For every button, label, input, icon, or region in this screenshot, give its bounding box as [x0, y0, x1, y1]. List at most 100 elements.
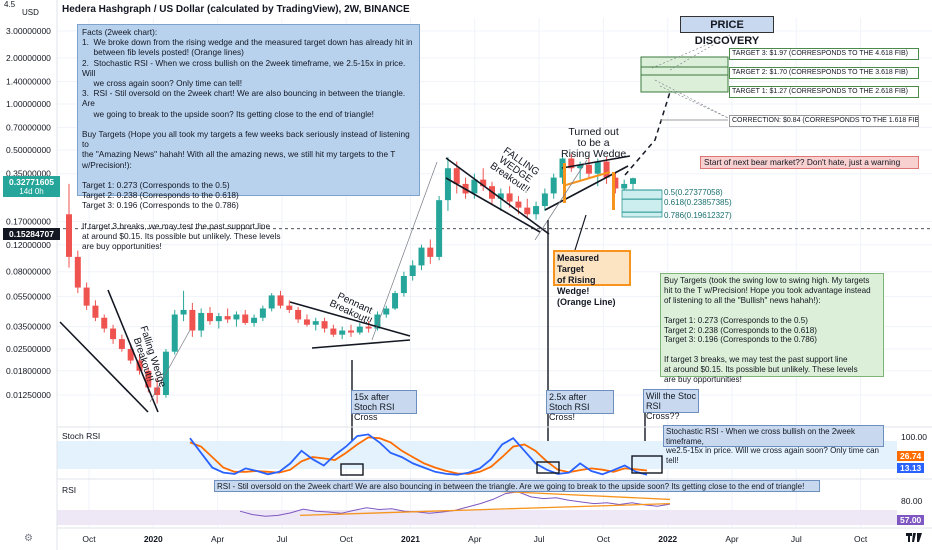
fan-line: [659, 85, 729, 119]
wedge-2021-lower: [445, 177, 541, 233]
gear-icon[interactable]: ⚙: [24, 533, 33, 544]
price-tick-label: 0.01800000: [6, 366, 51, 376]
arrow-wedge2019: [149, 329, 191, 403]
candle-body: [594, 161, 601, 174]
candle-body: [339, 330, 346, 335]
candle-body: [180, 309, 187, 315]
stoch-note[interactable]: Stochastic RSI - When we cross bullish o…: [663, 425, 884, 465]
rsi-note[interactable]: RSI - Stil oversold on the 2week chart! …: [214, 480, 820, 492]
time-tick-label: 2021: [401, 534, 420, 544]
price-tick-label: 1.40000000: [6, 77, 51, 87]
rsi-pane-title: RSI: [62, 485, 77, 495]
candle-body: [224, 316, 231, 320]
candle-body: [268, 295, 275, 309]
pennant-upper: [289, 301, 411, 337]
candlestick-series: [66, 152, 636, 404]
fib-0618-label: 0.618(0.23857385): [664, 198, 732, 207]
current-price: 0.32771605: [9, 177, 54, 187]
time-tick-label: Oct: [340, 534, 354, 544]
cross-highlight-box: [536, 461, 560, 474]
time-tick-label: Apr: [211, 534, 224, 544]
price-tick-label: 0.50000000: [6, 145, 51, 155]
candle-body: [409, 265, 416, 276]
candle-body: [127, 348, 134, 361]
stoch-k-line: [189, 433, 648, 476]
stoch-d-value: 13.13: [897, 463, 925, 473]
candle-body: [295, 309, 302, 320]
cross-highlight-box: [340, 463, 364, 476]
bar-countdown: 14d 0h: [19, 187, 44, 196]
rsi-triangle-lower: [299, 502, 671, 517]
candle-body: [251, 317, 258, 323]
candle-body: [215, 316, 222, 322]
measured-target-note[interactable]: Measured Target of Rising Wedge! (Orange…: [553, 250, 631, 307]
candle-body: [207, 312, 213, 322]
y-top-label: 4.5: [4, 0, 16, 9]
cross-25x-label[interactable]: 2.5x after Stoch RSI Cross!: [546, 390, 614, 422]
fib-0786-label: 0.786(0.19612327): [664, 211, 732, 220]
buy-targets-note[interactable]: Buy Targets (took the swing low to swing…: [660, 273, 884, 384]
candle-body: [321, 321, 328, 329]
stoch-k-value: 26.74: [897, 451, 925, 461]
bear-market-note[interactable]: Start of next bear market?? Don't hate, …: [700, 156, 919, 169]
candle-body: [101, 317, 108, 329]
price-tick-label: 0.70000000: [6, 123, 51, 133]
candle-body: [480, 179, 487, 187]
turned-out-label[interactable]: Turned out to be a Rising Wedge: [561, 126, 627, 160]
candle-body: [577, 164, 584, 169]
candle-body: [118, 339, 125, 349]
candle-body: [585, 164, 592, 174]
candle-body: [630, 178, 636, 184]
candle-body: [550, 177, 557, 194]
stoch-pane-title: Stoch RSI: [62, 431, 101, 441]
candle-body: [374, 314, 381, 329]
price-tick-label: 0.01250000: [6, 390, 51, 400]
candle-body: [427, 247, 434, 257]
symbol-title[interactable]: Hedera Hashgraph / US Dollar (calculated…: [62, 4, 410, 15]
will-cross-label[interactable]: Will the Stoc RSI Cross??: [643, 389, 699, 421]
time-tick-label: Apr: [725, 534, 738, 544]
candle-body: [66, 214, 72, 257]
target-3-label[interactable]: TARGET 3: $1.97 (CORRESPONDS TO THE 4.61…: [729, 48, 919, 60]
candle-body: [515, 201, 522, 208]
target-1-label[interactable]: TARGET 1: $1.27 (CORRESPONDS TO THE 2.61…: [729, 86, 919, 98]
price-discovery-label[interactable]: PRICE DISCOVERY: [680, 16, 774, 47]
facts-note[interactable]: Facts (2week chart): 1. We broke down fr…: [77, 24, 420, 251]
time-axis: Oct 2020 Apr Jul Oct 2021 Apr Jul Oct 2022 Apr Jul O…: [57, 527, 932, 544]
cross-highlight-box: [631, 455, 663, 474]
price-axis: 3.00000000 2.00000000 1.40000000 1.00000000…: [0, 0, 58, 550]
candle-body: [312, 321, 319, 325]
price-tick-label: 0.12000000: [6, 240, 51, 250]
candle-body: [497, 193, 504, 199]
wedge-2019-lower: [107, 289, 159, 413]
time-tick-label: Apr: [468, 534, 481, 544]
candle-body: [242, 314, 249, 323]
price-tick-label: 0.35000000: [6, 169, 51, 179]
correction-label[interactable]: CORRECTION: $0.84 (CORRESPONDS TO THE 1.…: [729, 115, 919, 127]
currency-label: USD: [22, 8, 39, 17]
tradingview-logo: [905, 531, 922, 544]
target-2-label[interactable]: TARGET 2: $1.70 (CORRESPONDS TO THE 3.61…: [729, 67, 919, 79]
candle-body: [92, 305, 99, 318]
crosshair-price: 0.15284707: [9, 229, 54, 239]
rsi-band: [57, 510, 897, 525]
candle-body: [74, 256, 81, 288]
arrow-wedge2021: [534, 159, 588, 241]
candle-body: [533, 206, 540, 215]
chart-header: Hedera Hashgraph / US Dollar (calculated…: [62, 4, 410, 15]
candle-body: [524, 207, 531, 215]
candle-body: [145, 370, 152, 388]
candle-body: [303, 319, 310, 325]
time-tick-label: 2020: [144, 534, 163, 544]
time-tick-label: Jul: [791, 534, 802, 544]
candle-body: [348, 330, 354, 333]
candle-body: [621, 183, 628, 189]
candle-body: [418, 247, 425, 266]
candle-body: [436, 200, 443, 257]
arrow-pennant: [371, 161, 438, 341]
fan-line: [654, 79, 729, 119]
crosshair-price-badge: 0.15284707: [3, 228, 60, 240]
cross-15x-label[interactable]: 15x after Stoch RSI Cross: [351, 390, 417, 422]
candle-body: [612, 177, 619, 189]
candle-body: [400, 275, 407, 294]
